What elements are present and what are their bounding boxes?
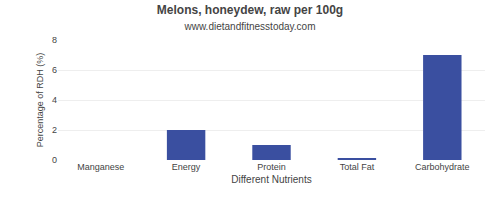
svg-text:0: 0 xyxy=(52,155,57,165)
svg-text:6: 6 xyxy=(52,65,57,75)
svg-text:Carbohydrate: Carbohydrate xyxy=(415,162,470,172)
svg-text:2: 2 xyxy=(52,125,57,135)
svg-text:Percentage of RDH (%): Percentage of RDH (%) xyxy=(35,53,45,148)
svg-text:Different Nutrients: Different Nutrients xyxy=(231,174,311,185)
svg-text:Total Fat: Total Fat xyxy=(340,162,375,172)
svg-text:Manganese: Manganese xyxy=(77,162,124,172)
svg-text:Melons, honeydew, raw per 100g: Melons, honeydew, raw per 100gwww.dietan… xyxy=(157,3,343,32)
svg-text:4: 4 xyxy=(52,95,57,105)
svg-text:Energy: Energy xyxy=(172,162,201,172)
svg-text:Protein: Protein xyxy=(257,162,286,172)
svg-text:8: 8 xyxy=(52,35,57,45)
